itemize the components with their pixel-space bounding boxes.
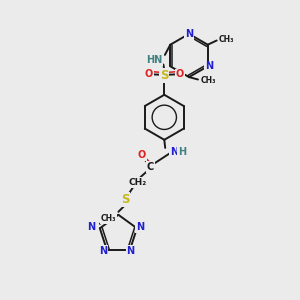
Text: HN: HN [146,55,162,65]
Text: O: O [138,150,146,161]
Text: CH₃: CH₃ [219,35,235,44]
Text: N: N [170,147,178,157]
Text: N: N [136,222,144,232]
Text: N: N [205,61,213,71]
Text: CH₃: CH₃ [200,76,216,85]
Text: O: O [176,69,184,80]
Text: N: N [185,29,193,39]
Text: S: S [160,69,169,82]
Text: N: N [87,222,95,232]
Text: S: S [121,193,129,206]
Text: N: N [99,246,107,256]
Text: CH₃: CH₃ [100,214,116,223]
Text: C: C [147,162,154,172]
Text: O: O [145,69,153,80]
Text: CH₂: CH₂ [128,178,147,187]
Text: N: N [126,246,134,256]
Text: H: H [178,147,186,157]
